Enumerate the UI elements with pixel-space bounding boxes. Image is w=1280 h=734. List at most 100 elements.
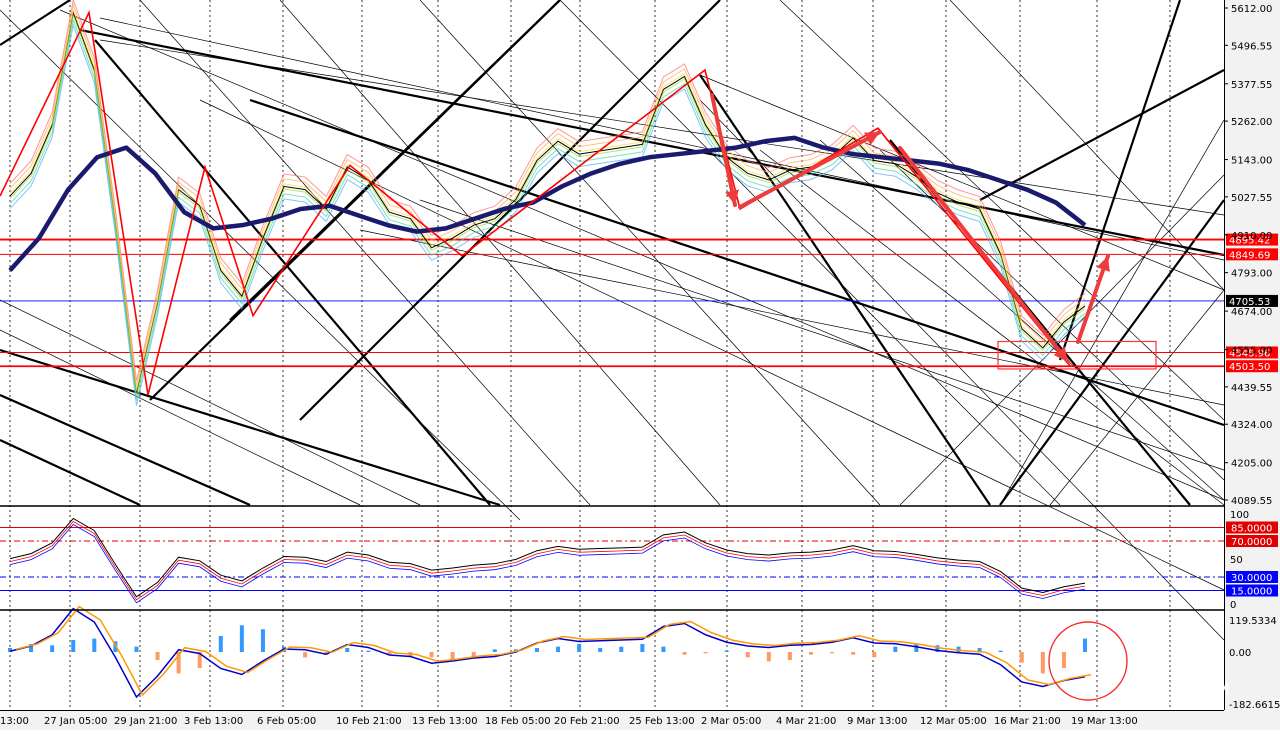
price-level-tag xyxy=(1226,248,1278,261)
watermark-text: @TMGM xyxy=(1160,680,1230,700)
macd-histogram-bar xyxy=(787,652,792,661)
price-tick-label: 4205.00 xyxy=(1231,459,1272,470)
macd-histogram-bar xyxy=(366,650,371,652)
price-level-tag xyxy=(1226,294,1278,307)
arrow-shaft xyxy=(1076,254,1110,344)
price-tick-label: 5496.55 xyxy=(1231,41,1272,52)
trend-line xyxy=(0,299,421,506)
arrow-head xyxy=(1053,346,1068,362)
price-tick-label: 5377.55 xyxy=(1231,80,1272,91)
arrow-head xyxy=(725,189,739,205)
price-tick-label: 5612.00 xyxy=(1231,4,1272,15)
macd-histogram-bar xyxy=(703,652,708,654)
time-tick-label: 19 Mar 13:00 xyxy=(1071,716,1138,727)
macd-histogram-bar xyxy=(450,652,455,661)
time-tick-label: 6 Feb 05:00 xyxy=(257,716,316,727)
macd-histogram-bar xyxy=(492,649,497,652)
price-level-tag xyxy=(1226,360,1278,373)
macd-histogram-bar xyxy=(598,647,603,652)
ma-ribbon-line xyxy=(9,18,1086,401)
time-tick-label: 2 Mar 05:00 xyxy=(701,716,761,727)
time-tick-label: 12 Mar 05:00 xyxy=(920,716,987,727)
macd-histogram-bar xyxy=(872,652,877,658)
channel-line xyxy=(979,69,1225,201)
macd-histogram-bar xyxy=(577,643,582,652)
trend-line xyxy=(779,0,1225,421)
channel-line xyxy=(0,439,141,506)
channel-line xyxy=(0,0,71,46)
time-tick-label: 29 Jan 21:00 xyxy=(114,716,177,727)
rsi-tick-label: 50 xyxy=(1230,555,1243,566)
macd-histogram-bar xyxy=(956,646,961,652)
macd-histogram-bar xyxy=(1019,652,1024,663)
arrow-shaft xyxy=(898,146,1070,364)
channel-line xyxy=(299,0,721,421)
trend-line xyxy=(0,329,361,506)
macd-histogram-bar xyxy=(197,652,202,669)
macd-tick-label: 119.5334 xyxy=(1229,616,1277,627)
price-level-value: 4705.53 xyxy=(1229,297,1270,308)
macd-histogram-bar xyxy=(324,652,329,655)
macd-histogram-bar xyxy=(808,652,813,655)
price-tick-label: 4555.00 xyxy=(1231,346,1272,357)
time-scale: 13:00 27 Jan 05:00 29 Jan 21:00 3 Feb 13:00… xyxy=(0,716,1138,727)
macd-histogram-bar xyxy=(29,643,34,652)
price-level-value: 4503.50 xyxy=(1229,362,1270,373)
trend-line xyxy=(419,199,1225,471)
rsi-level-tag xyxy=(1226,521,1278,534)
macd-highlight-circle xyxy=(1048,621,1128,701)
trend-line xyxy=(1049,289,1225,506)
macd-histogram-bar xyxy=(1083,638,1087,652)
price-level-value: 4545.96 xyxy=(1229,348,1270,359)
price-tick-label: 5027.55 xyxy=(1231,193,1272,204)
time-tick-label: 27 Jan 05:00 xyxy=(44,716,107,727)
ma-ribbon-line xyxy=(9,23,1086,406)
trend-line xyxy=(99,17,1225,261)
trend-line xyxy=(419,0,881,506)
price-tick-label: 4439.55 xyxy=(1231,383,1272,394)
price-tick-label: 5262.00 xyxy=(1231,117,1272,128)
time-tick-label: 10 Feb 21:00 xyxy=(336,716,402,727)
arrow-head xyxy=(864,132,880,145)
time-tick-label: 13 Feb 13:00 xyxy=(412,716,478,727)
trend-line xyxy=(139,0,591,506)
time-tick-label: 4 Mar 21:00 xyxy=(776,716,836,727)
trend-line xyxy=(699,99,1225,641)
macd-histogram-bar xyxy=(556,646,561,652)
rsi-signal-red xyxy=(9,520,1086,601)
rsi-signal-blue xyxy=(9,523,1086,604)
close-line xyxy=(9,10,1086,394)
trend-line xyxy=(99,39,1225,216)
ma-ribbon-line xyxy=(9,8,1086,391)
macd-histogram-bar xyxy=(830,652,835,654)
time-tick-label: 3 Feb 13:00 xyxy=(184,716,243,727)
macd-histogram-bar xyxy=(50,645,55,652)
time-tick-label: 13:00 xyxy=(0,716,29,727)
macd-histogram-bar xyxy=(998,650,1003,652)
macd-histogram-bar xyxy=(345,647,350,652)
rsi-indicator xyxy=(0,517,1224,604)
macd-signal-line xyxy=(15,605,1092,697)
macd-histogram-bar xyxy=(661,646,666,652)
channel-line xyxy=(94,39,491,506)
macd-histogram-bar xyxy=(92,638,97,652)
vertical-grid xyxy=(9,0,1171,710)
macd-histogram-bar xyxy=(534,647,539,652)
macd-histogram-bar xyxy=(619,646,624,652)
time-tick-label: 25 Feb 13:00 xyxy=(629,716,695,727)
macd-histogram-bar xyxy=(640,643,645,652)
rsi-panel xyxy=(0,507,1224,609)
rsi-level-value: 30.0000 xyxy=(1231,573,1272,584)
macd-histogram-bar xyxy=(914,643,919,652)
price-tick-label: 4910.00 xyxy=(1231,231,1272,242)
rsi-line xyxy=(9,517,1086,598)
channel-line xyxy=(0,348,501,507)
arrow-head xyxy=(1096,256,1110,272)
price-series xyxy=(8,0,1087,406)
macd-histogram-bar xyxy=(745,652,750,658)
macd-histogram-bar xyxy=(724,650,729,652)
macd-histogram-bar xyxy=(71,639,76,652)
trend-line xyxy=(819,139,1225,501)
